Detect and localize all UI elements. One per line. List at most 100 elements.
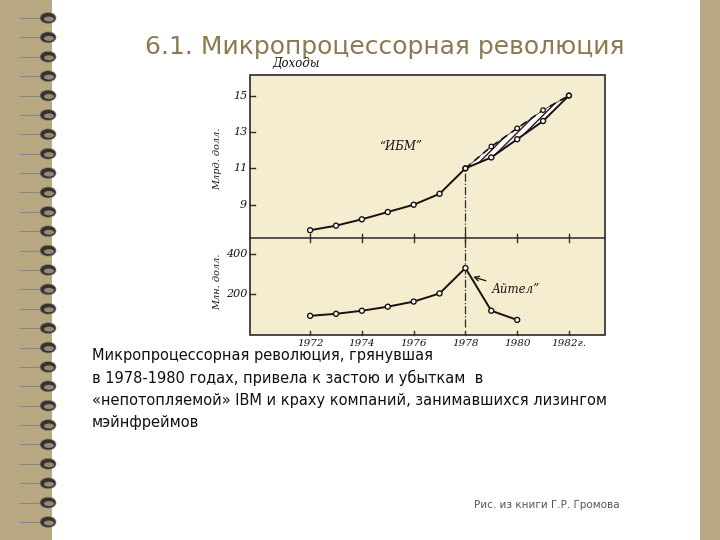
Ellipse shape xyxy=(44,443,54,448)
Ellipse shape xyxy=(44,268,54,273)
Ellipse shape xyxy=(44,191,54,196)
Ellipse shape xyxy=(437,291,442,296)
Text: “ИБМ”: “ИБМ” xyxy=(379,140,422,153)
Text: 1980: 1980 xyxy=(504,339,531,348)
Text: Млн. долл.: Млн. долл. xyxy=(214,253,222,309)
Ellipse shape xyxy=(463,166,468,171)
Text: Млрд. долл.: Млрд. долл. xyxy=(214,128,222,191)
Ellipse shape xyxy=(40,361,56,373)
Text: 1974: 1974 xyxy=(348,339,375,348)
Ellipse shape xyxy=(385,210,390,214)
Ellipse shape xyxy=(40,187,56,198)
Text: 200: 200 xyxy=(225,289,247,300)
Ellipse shape xyxy=(541,119,546,124)
Ellipse shape xyxy=(40,478,56,489)
Ellipse shape xyxy=(44,94,54,99)
Ellipse shape xyxy=(463,266,468,271)
Ellipse shape xyxy=(40,12,56,24)
Ellipse shape xyxy=(44,385,54,390)
Ellipse shape xyxy=(40,245,56,256)
Ellipse shape xyxy=(44,75,54,80)
Ellipse shape xyxy=(44,288,54,293)
Text: Доходы: Доходы xyxy=(272,57,320,70)
Ellipse shape xyxy=(40,51,56,62)
Ellipse shape xyxy=(40,497,56,508)
Ellipse shape xyxy=(567,93,571,98)
Ellipse shape xyxy=(40,420,56,430)
Ellipse shape xyxy=(40,284,56,295)
Text: 1972: 1972 xyxy=(297,339,323,348)
Ellipse shape xyxy=(40,226,56,237)
Text: 13: 13 xyxy=(233,127,247,137)
Ellipse shape xyxy=(40,303,56,314)
Ellipse shape xyxy=(437,191,442,197)
Ellipse shape xyxy=(359,308,364,313)
Ellipse shape xyxy=(515,318,520,322)
Ellipse shape xyxy=(567,93,572,98)
Ellipse shape xyxy=(333,311,338,316)
Ellipse shape xyxy=(515,137,520,141)
Text: Микропроцессорная революция, грянувшая
в 1978-1980 годах, привела к застою и убы: Микропроцессорная революция, грянувшая в… xyxy=(92,348,607,430)
Ellipse shape xyxy=(307,228,312,233)
Ellipse shape xyxy=(40,110,56,120)
Ellipse shape xyxy=(411,299,416,304)
Ellipse shape xyxy=(44,482,54,487)
Ellipse shape xyxy=(463,166,468,171)
Bar xyxy=(0,0,52,540)
Ellipse shape xyxy=(44,152,54,157)
Text: 15: 15 xyxy=(233,91,247,100)
Ellipse shape xyxy=(44,113,54,118)
Ellipse shape xyxy=(40,516,56,528)
Ellipse shape xyxy=(44,346,54,351)
Text: 1982г.: 1982г. xyxy=(552,339,587,348)
Ellipse shape xyxy=(40,400,56,411)
Ellipse shape xyxy=(44,36,54,41)
Ellipse shape xyxy=(44,462,54,467)
Ellipse shape xyxy=(40,323,56,334)
Ellipse shape xyxy=(40,206,56,217)
Ellipse shape xyxy=(40,381,56,392)
Ellipse shape xyxy=(44,17,54,22)
Ellipse shape xyxy=(44,404,54,409)
Ellipse shape xyxy=(385,304,390,309)
Ellipse shape xyxy=(40,90,56,101)
Text: Айтел”: Айтел” xyxy=(474,276,539,296)
Ellipse shape xyxy=(489,144,493,148)
Text: 11: 11 xyxy=(233,163,247,173)
Text: 9: 9 xyxy=(240,200,247,210)
Bar xyxy=(250,75,605,335)
Ellipse shape xyxy=(40,148,56,159)
Text: 1978: 1978 xyxy=(452,339,479,348)
Ellipse shape xyxy=(411,202,416,207)
Ellipse shape xyxy=(40,439,56,450)
Ellipse shape xyxy=(44,327,54,332)
Ellipse shape xyxy=(40,71,56,82)
Ellipse shape xyxy=(40,342,56,353)
Ellipse shape xyxy=(44,307,54,312)
Ellipse shape xyxy=(44,55,54,60)
Text: 6.1. Микропроцессорная революция: 6.1. Микропроцессорная революция xyxy=(145,35,625,59)
Ellipse shape xyxy=(359,217,364,222)
Bar xyxy=(700,0,720,540)
Ellipse shape xyxy=(44,172,54,177)
Ellipse shape xyxy=(515,126,519,131)
Ellipse shape xyxy=(44,501,54,506)
Ellipse shape xyxy=(44,521,54,525)
Ellipse shape xyxy=(44,230,54,235)
Text: Рис. из книги Г.Р. Громова: Рис. из книги Г.Р. Громова xyxy=(474,500,620,510)
Ellipse shape xyxy=(40,129,56,140)
Polygon shape xyxy=(465,96,569,168)
Ellipse shape xyxy=(40,458,56,469)
Ellipse shape xyxy=(40,32,56,43)
Text: 400: 400 xyxy=(225,249,247,259)
Ellipse shape xyxy=(44,211,54,215)
Ellipse shape xyxy=(489,155,494,160)
Text: 1976: 1976 xyxy=(400,339,427,348)
Ellipse shape xyxy=(307,313,312,319)
Ellipse shape xyxy=(44,366,54,370)
Ellipse shape xyxy=(44,249,54,254)
Ellipse shape xyxy=(40,167,56,179)
Ellipse shape xyxy=(333,223,338,228)
Ellipse shape xyxy=(40,265,56,275)
Ellipse shape xyxy=(489,308,494,313)
